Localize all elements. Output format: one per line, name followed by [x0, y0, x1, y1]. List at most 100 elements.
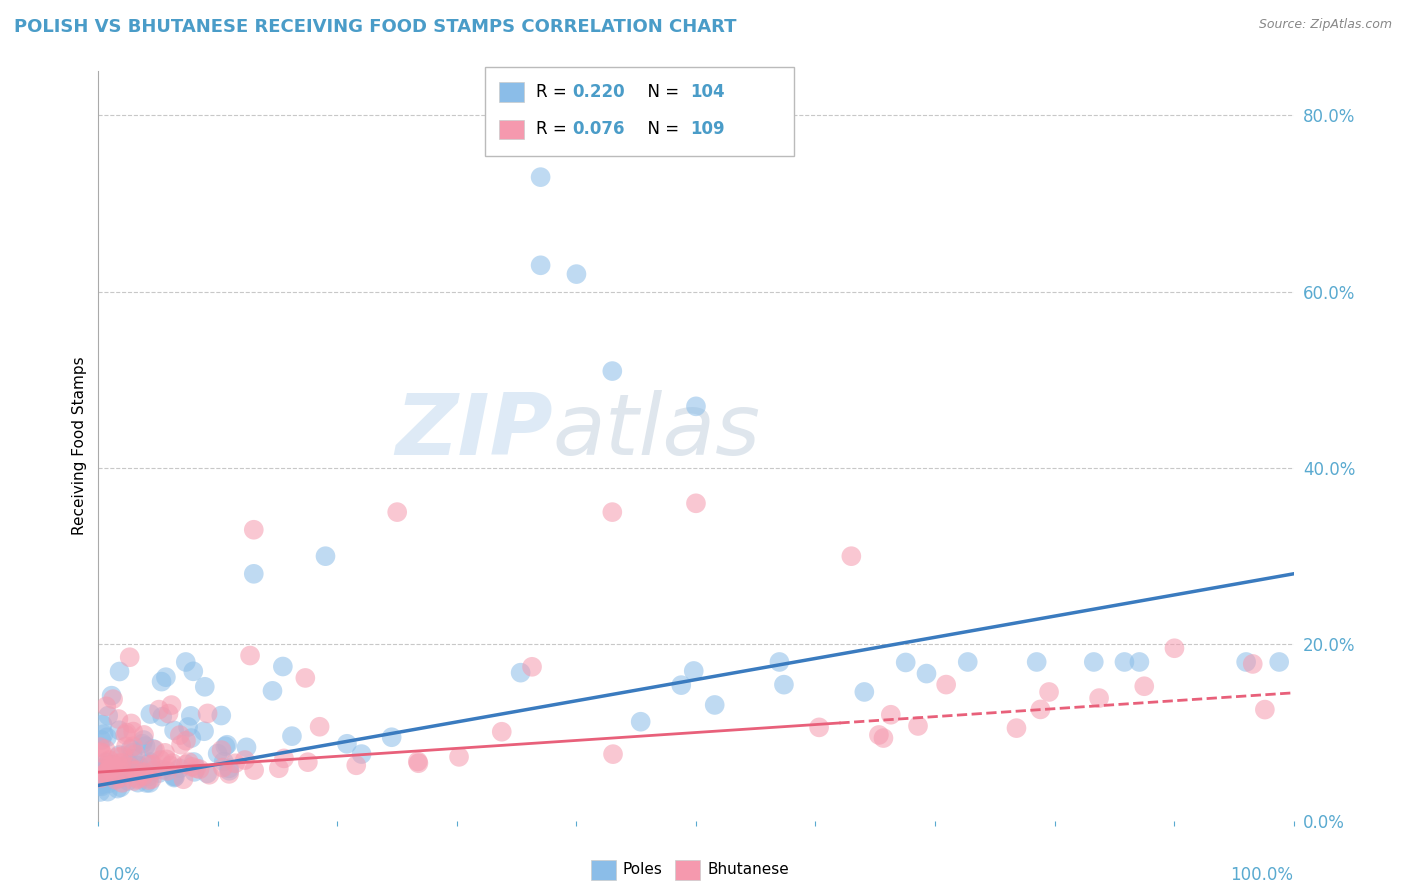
Point [108, 723, 131, 738]
Point [150, 674, 173, 689]
Point [1254, 703, 1277, 717]
Point [94, 742, 117, 756]
Point [111, 776, 134, 790]
Point [703, 698, 725, 712]
Point [100, 757, 122, 772]
Point [89, 785, 111, 799]
Point [101, 692, 124, 706]
Point [281, 729, 304, 743]
Text: 109: 109 [690, 120, 725, 138]
Point [155, 670, 177, 684]
Point [90, 771, 112, 785]
Point [935, 677, 957, 691]
Point [120, 716, 142, 731]
Point [853, 685, 876, 699]
Point [96, 772, 118, 786]
Point [122, 764, 145, 778]
Point [118, 650, 141, 665]
Point [915, 666, 938, 681]
Point [297, 755, 319, 769]
Point [565, 267, 588, 281]
Point [211, 761, 233, 775]
Point [91, 717, 114, 731]
Point [100, 689, 122, 703]
Point [96, 759, 118, 773]
Text: N =: N = [637, 120, 685, 138]
Point [138, 769, 160, 783]
Point [350, 747, 373, 761]
Point [89, 779, 111, 793]
Point [163, 771, 186, 785]
Point [1133, 679, 1156, 693]
Point [131, 737, 153, 751]
Point [90, 745, 112, 759]
Point [149, 753, 172, 767]
Point [120, 760, 142, 774]
Point [183, 755, 205, 769]
Point [174, 655, 197, 669]
Point [87, 771, 110, 785]
Text: N =: N = [637, 83, 685, 101]
Point [195, 766, 218, 780]
Point [1128, 655, 1150, 669]
Point [143, 743, 166, 757]
Y-axis label: Receiving Food Stamps: Receiving Food Stamps [72, 357, 87, 535]
Point [447, 750, 470, 764]
Point [1234, 655, 1257, 669]
Point [114, 763, 136, 777]
Point [894, 656, 917, 670]
Text: R =: R = [536, 120, 572, 138]
Point [160, 698, 183, 712]
Point [239, 648, 262, 663]
Point [155, 752, 177, 766]
Point [148, 766, 170, 780]
Point [90, 732, 112, 747]
Point [243, 523, 266, 537]
Point [530, 170, 553, 185]
Point [271, 659, 294, 673]
Point [170, 738, 193, 752]
Point [1114, 655, 1136, 669]
Text: POLISH VS BHUTANESE RECEIVING FOOD STAMPS CORRELATION CHART: POLISH VS BHUTANESE RECEIVING FOOD STAMP… [14, 18, 737, 36]
Point [117, 756, 139, 770]
Text: 0.220: 0.220 [572, 83, 624, 101]
Point [115, 739, 138, 754]
Point [214, 739, 236, 754]
Point [1025, 655, 1047, 669]
Point [181, 760, 204, 774]
Point [224, 756, 246, 771]
Point [235, 740, 257, 755]
Text: 0.0%: 0.0% [98, 865, 141, 884]
Point [406, 755, 429, 769]
Point [880, 707, 903, 722]
Point [602, 505, 624, 519]
Point [100, 762, 122, 776]
Point [90, 761, 112, 775]
Point [180, 709, 202, 723]
Point [530, 258, 553, 272]
Point [96, 731, 118, 745]
Point [103, 772, 125, 786]
Point [172, 772, 194, 787]
Point [98, 762, 121, 776]
Point [111, 766, 134, 780]
Point [198, 768, 221, 782]
Point [122, 752, 145, 766]
Point [107, 756, 129, 771]
Point [773, 678, 796, 692]
Point [1241, 657, 1264, 671]
Point [180, 731, 202, 745]
Point [336, 737, 359, 751]
Point [841, 549, 863, 564]
Point [294, 671, 316, 685]
Point [1038, 685, 1060, 699]
Point [273, 751, 295, 765]
Point [142, 741, 165, 756]
Point [768, 655, 790, 669]
Point [197, 706, 219, 721]
Point [381, 730, 404, 744]
Point [157, 706, 180, 721]
Point [169, 761, 191, 775]
Point [107, 712, 129, 726]
Text: atlas: atlas [553, 390, 761, 473]
